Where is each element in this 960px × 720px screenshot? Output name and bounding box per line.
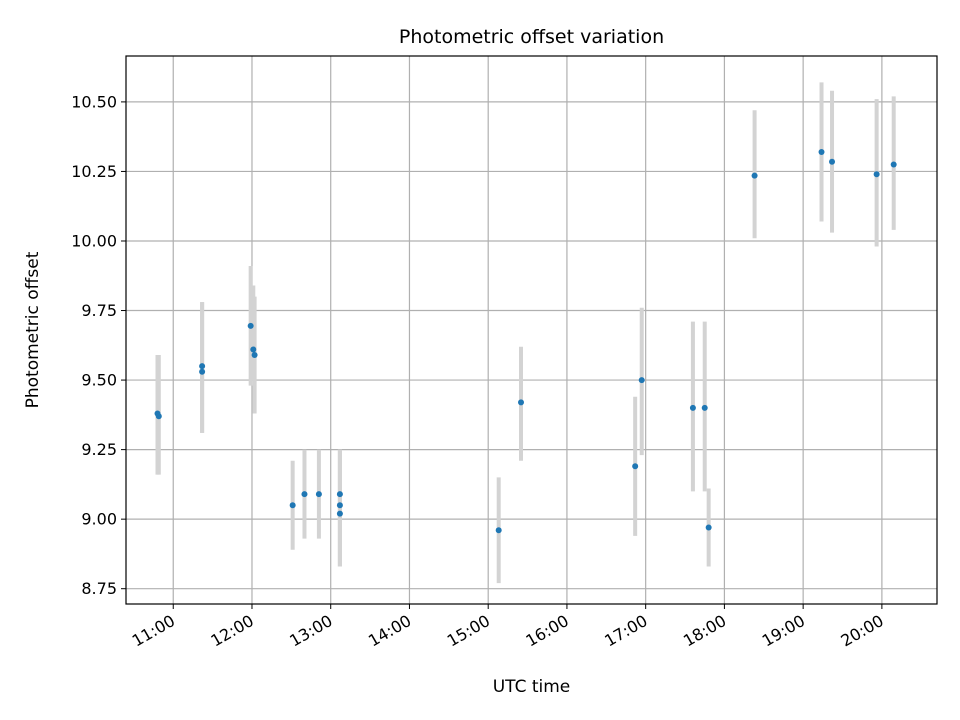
data-point	[751, 172, 758, 179]
x-tick-label: 16:00	[523, 611, 572, 651]
data-point	[829, 158, 836, 165]
data-point	[495, 527, 502, 534]
y-tick-label: 9.25	[81, 440, 117, 459]
data-point	[315, 491, 322, 498]
y-tick-label: 9.00	[81, 510, 117, 529]
x-tick-label: 20:00	[837, 611, 886, 651]
y-tick-label: 9.50	[81, 371, 117, 390]
data-point	[701, 404, 708, 411]
x-tick-label: 12:00	[208, 611, 257, 651]
y-tick-label: 9.75	[81, 301, 117, 320]
data-point	[689, 404, 696, 411]
data-point	[247, 322, 254, 329]
x-tick-label: 14:00	[365, 611, 414, 651]
x-tick-label: 13:00	[286, 611, 335, 651]
y-tick-label: 10.00	[71, 231, 117, 250]
x-tick-label: 19:00	[759, 611, 808, 651]
data-point	[632, 463, 639, 470]
plot-frame	[125, 55, 938, 605]
data-point	[199, 363, 206, 370]
data-point	[199, 368, 206, 375]
data-point	[890, 161, 897, 168]
data-point	[638, 377, 645, 384]
y-axis: 8.75 9.00 9.25 9.50 9.75 10.00 10.25 10.50	[71, 92, 126, 598]
y-tick-label: 8.75	[81, 579, 117, 598]
data-point	[336, 491, 343, 498]
data-point	[818, 148, 825, 155]
data-point	[873, 171, 880, 178]
x-tick-label: 18:00	[680, 611, 729, 651]
grid	[126, 56, 937, 604]
data-point	[518, 399, 525, 406]
y-tick-label: 10.25	[71, 162, 117, 181]
data-points	[154, 148, 897, 534]
data-point	[705, 524, 712, 531]
x-axis: 11:00 12:00 13:00 14:00 15:00 16:00 17:00 18:00…	[129, 604, 887, 651]
y-tick-label: 10.50	[71, 92, 117, 111]
x-tick-label: 15:00	[444, 611, 493, 651]
chart-title: Photometric offset variation	[399, 26, 664, 48]
error-bars	[155, 82, 896, 584]
y-axis-label: Photometric offset	[23, 251, 43, 408]
x-tick-label: 17:00	[601, 611, 650, 651]
data-point	[336, 502, 343, 509]
data-point	[289, 502, 296, 509]
data-point	[251, 352, 258, 359]
data-point	[301, 491, 308, 498]
x-axis-label: UTC time	[493, 677, 571, 697]
data-point	[250, 346, 257, 353]
data-point	[336, 510, 343, 517]
data-point	[155, 413, 162, 420]
x-tick-label: 11:00	[129, 611, 178, 651]
